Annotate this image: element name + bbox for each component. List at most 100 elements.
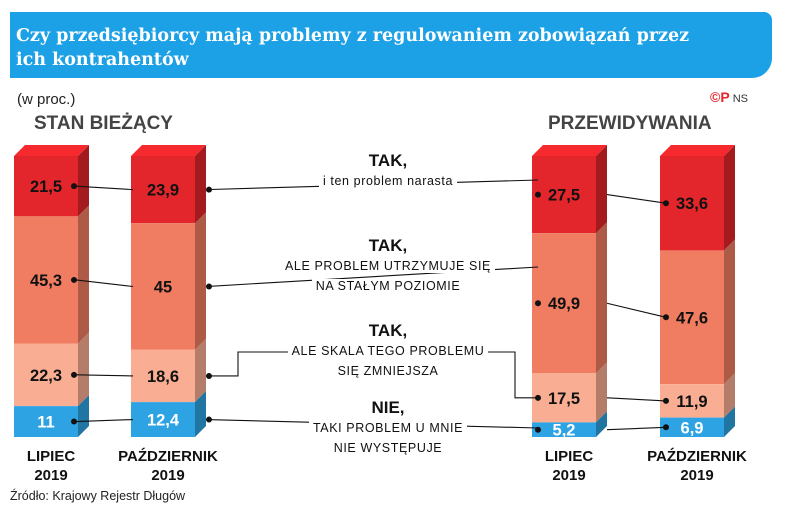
connector-dot [663, 397, 669, 404]
bar-value-label: 11 [37, 414, 54, 432]
bar-side-face [195, 338, 206, 403]
bar-year: 2019 [680, 467, 714, 484]
unit-label: (w proc.) [17, 91, 76, 108]
category-title: TAK, [368, 151, 408, 170]
category-description: SIĘ ZMNIEJSZA [333, 364, 443, 378]
bar-top-face [131, 145, 206, 156]
bar-year: 2019 [34, 467, 68, 484]
connector-line [606, 302, 667, 318]
connector-line [606, 397, 667, 402]
bar-segment [131, 402, 195, 437]
bar-value-label: 17,5 [548, 390, 580, 408]
connector-dot [206, 372, 212, 379]
bar-value-label: 22,3 [30, 367, 62, 385]
connector-dot [206, 186, 212, 193]
bar-side-face [724, 406, 735, 437]
bar-segment [131, 223, 195, 350]
bar-side-face [195, 212, 206, 350]
bar-segment [14, 156, 78, 217]
bar-segment [532, 233, 596, 374]
category-description: ALE PROBLEM UTRZYMUJE SIĘ [280, 259, 495, 273]
connector-line [75, 279, 134, 288]
connector-line [75, 374, 134, 377]
connector-dot [71, 183, 77, 190]
bar-value-label: 11,9 [676, 393, 707, 411]
bar-segment [131, 156, 195, 224]
bar-side-face [78, 395, 89, 437]
bar-top-face [660, 145, 735, 156]
category-title: TAK, [368, 321, 408, 340]
connector-dot [535, 191, 541, 198]
connector-dot [663, 424, 669, 431]
logo-initials: NS [732, 93, 748, 105]
bar-value-label: 12,4 [147, 412, 180, 430]
logo-symbol: ©P [710, 89, 730, 105]
bar-year: 2019 [151, 467, 185, 484]
bar-side-face [596, 411, 607, 437]
category-description: NIE WYSTĘPUJE [329, 441, 447, 455]
bar-top-face [14, 145, 89, 156]
connector-dot [206, 283, 212, 290]
connector-dot [206, 416, 212, 423]
bar-value-label: 45,3 [30, 272, 62, 290]
connector-dot [71, 371, 77, 378]
bar-side-face [724, 239, 735, 385]
bar-segment [660, 384, 724, 418]
category-description: TAKI PROBLEM U MNIE [308, 421, 468, 435]
bar-side-face [596, 362, 607, 423]
bar-side-face [78, 205, 89, 344]
connector-dot [71, 276, 77, 283]
bar-year: 2019 [552, 467, 586, 484]
bar-segment [131, 349, 195, 403]
bar-category-label: LIPIEC 2019 [0, 447, 111, 485]
section-forecasts: PRZEWIDYWANIA [548, 113, 712, 134]
bar-segment [14, 406, 78, 437]
bar-value-label: 21,5 [30, 178, 62, 196]
bar-side-face [195, 391, 206, 437]
bar-value-label: 49,9 [548, 295, 580, 313]
bar-segment [660, 250, 724, 385]
bar-category-label: LIPIEC 2019 [509, 447, 629, 485]
bar-month: LIPIEC [544, 448, 594, 465]
bar-category-label: PAŹDZIERNIK 2019 [108, 447, 228, 485]
source-note: Źródło: Krajowy Rejestr Długów [10, 489, 186, 503]
bar-side-face [78, 145, 89, 217]
bar-month: LIPIEC [26, 448, 76, 465]
connector-line [75, 419, 134, 423]
bar-side-face [195, 145, 206, 224]
bar-segment [14, 216, 78, 344]
bar-segment [660, 156, 724, 251]
bar-category-label: PAŹDZIERNIK 2019 [637, 447, 757, 485]
bar-side-face [596, 222, 607, 374]
bar-value-label: 18,6 [147, 368, 179, 386]
connector-dot [535, 394, 541, 401]
bar-value-label: 5,2 [553, 422, 576, 440]
bar-side-face [596, 145, 607, 234]
bar-segment [660, 417, 724, 437]
bar-side-face [724, 145, 735, 251]
connector-dot [663, 314, 669, 321]
bar-top-face [532, 145, 607, 156]
category-label: TAK, ALE SKALA TEGO PROBLEMU SIĘ ZMNIEJSZA [268, 320, 508, 381]
bar-segment [532, 373, 596, 423]
connector-dot [663, 200, 669, 207]
bar-value-label: 23,9 [147, 182, 179, 200]
bar-side-face [78, 332, 89, 407]
connector-line [606, 426, 667, 431]
connector-dot [71, 418, 77, 425]
title-banner [10, 12, 772, 78]
category-title: TAK, [368, 236, 408, 255]
category-title: NIE, [371, 398, 405, 417]
connector-dot [535, 426, 541, 433]
bar-side-face [724, 373, 735, 418]
bar-value-label: 6,9 [681, 419, 704, 437]
bar-segment [532, 422, 596, 437]
bar-value-label: 47,6 [676, 309, 708, 327]
bar-month: PAŹDZIERNIK [118, 448, 218, 465]
bar-month: PAŹDZIERNIK [647, 448, 747, 465]
bar-segment [14, 343, 78, 407]
bar-value-label: 33,6 [676, 195, 708, 213]
chart-title: Czy przedsiębiorcy mają problemy z regul… [16, 26, 690, 70]
connector-line [606, 194, 667, 204]
